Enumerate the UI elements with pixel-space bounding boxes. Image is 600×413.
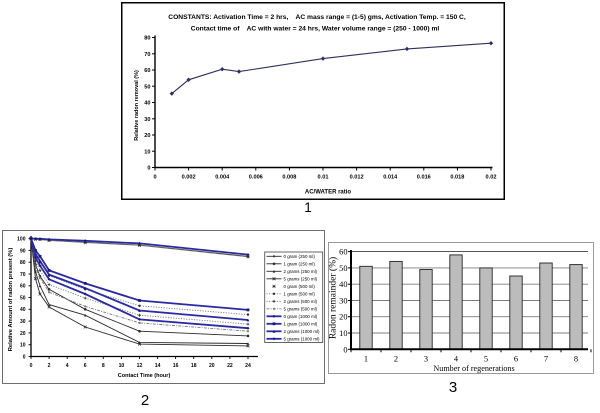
svg-text:3: 3 bbox=[424, 354, 428, 363]
svg-text:20: 20 bbox=[339, 313, 347, 322]
svg-text:0.004: 0.004 bbox=[215, 175, 230, 181]
svg-text:70: 70 bbox=[144, 52, 150, 58]
svg-text:90: 90 bbox=[20, 248, 26, 254]
svg-text:60: 60 bbox=[20, 284, 26, 290]
svg-text:1 gram (500 ml): 1 gram (500 ml) bbox=[284, 292, 316, 297]
svg-text:2 grams (1000 ml): 2 grams (1000 ml) bbox=[284, 329, 321, 334]
svg-text:5 grams (1000 ml): 5 grams (1000 ml) bbox=[284, 337, 321, 342]
svg-text:8: 8 bbox=[574, 354, 578, 363]
svg-text:0: 0 bbox=[343, 345, 347, 354]
svg-text:5: 5 bbox=[484, 354, 488, 363]
svg-text:AC/WATER ratio: AC/WATER ratio bbox=[305, 190, 352, 196]
svg-text:10: 10 bbox=[119, 363, 125, 369]
svg-text:50: 50 bbox=[144, 84, 150, 90]
svg-text:2: 2 bbox=[48, 363, 51, 369]
svg-text:4: 4 bbox=[454, 354, 459, 363]
svg-text:0.012: 0.012 bbox=[350, 175, 364, 181]
svg-text:60: 60 bbox=[339, 248, 347, 257]
svg-text:0.002: 0.002 bbox=[182, 175, 196, 181]
svg-text:0.018: 0.018 bbox=[450, 175, 464, 181]
svg-text:40: 40 bbox=[144, 101, 150, 107]
svg-text:5 grams (250 ml): 5 grams (250 ml) bbox=[284, 277, 318, 282]
svg-text:10: 10 bbox=[144, 149, 150, 155]
svg-text:22: 22 bbox=[227, 363, 233, 369]
svg-text:0: 0 bbox=[147, 166, 150, 172]
svg-text:2 grams (500 ml): 2 grams (500 ml) bbox=[284, 299, 318, 304]
svg-text:1 gram (250 ml): 1 gram (250 ml) bbox=[284, 262, 316, 267]
svg-text:6: 6 bbox=[514, 354, 518, 363]
svg-text:Radon remainder (%): Radon remainder (%) bbox=[328, 257, 339, 339]
svg-text:1: 1 bbox=[364, 354, 368, 363]
svg-text:50: 50 bbox=[339, 264, 347, 273]
svg-text:80: 80 bbox=[20, 260, 26, 266]
svg-text:CONSTANTS: Activation Time = 2: CONSTANTS: Activation Time = 2 hrs, AC m… bbox=[168, 14, 466, 21]
svg-text:6: 6 bbox=[84, 363, 87, 369]
svg-text:20: 20 bbox=[20, 331, 26, 337]
svg-text:1 gram (1000 ml): 1 gram (1000 ml) bbox=[284, 322, 318, 327]
svg-text:0 gram (250 ml): 0 gram (250 ml) bbox=[284, 254, 316, 259]
svg-text:100: 100 bbox=[17, 237, 26, 243]
svg-text:Relative radon removal (%): Relative radon removal (%) bbox=[134, 70, 140, 141]
svg-text:30: 30 bbox=[339, 297, 347, 306]
svg-text:24: 24 bbox=[245, 363, 251, 369]
svg-text:2 grams (250 ml): 2 grams (250 ml) bbox=[284, 269, 318, 274]
svg-text:0 gram (500 ml): 0 gram (500 ml) bbox=[284, 284, 316, 289]
svg-text:20: 20 bbox=[209, 363, 215, 369]
svg-text:40: 40 bbox=[20, 307, 26, 313]
svg-text:14: 14 bbox=[155, 363, 161, 369]
svg-text:0.014: 0.014 bbox=[383, 175, 398, 181]
svg-text:60: 60 bbox=[144, 68, 150, 74]
svg-text:Contact time of AC with wat: Contact time of AC with water = 24 hrs, … bbox=[191, 26, 440, 33]
svg-text:30: 30 bbox=[144, 117, 150, 123]
svg-text:20: 20 bbox=[144, 133, 150, 139]
svg-text:40: 40 bbox=[339, 280, 347, 289]
svg-text:0.006: 0.006 bbox=[249, 175, 263, 181]
svg-text:30: 30 bbox=[20, 319, 26, 325]
svg-text:8: 8 bbox=[102, 363, 105, 369]
svg-text:12: 12 bbox=[137, 363, 143, 369]
svg-text:18: 18 bbox=[191, 363, 197, 369]
svg-text:Contact Time (hour): Contact Time (hour) bbox=[118, 373, 171, 379]
svg-text:Relative Amount of radon prese: Relative Amount of radon present (%) bbox=[8, 248, 14, 352]
svg-text:0: 0 bbox=[23, 354, 26, 360]
svg-text:10: 10 bbox=[339, 329, 347, 338]
svg-text:0 gram (1000 ml): 0 gram (1000 ml) bbox=[284, 314, 318, 319]
svg-text:5 grams (500 ml): 5 grams (500 ml) bbox=[284, 307, 318, 312]
svg-text:0.016: 0.016 bbox=[417, 175, 431, 181]
svg-text:10: 10 bbox=[20, 343, 26, 349]
svg-text:70: 70 bbox=[20, 272, 26, 278]
svg-text:0.02: 0.02 bbox=[486, 175, 497, 181]
svg-text:0.008: 0.008 bbox=[282, 175, 296, 181]
svg-text:4: 4 bbox=[66, 363, 69, 369]
svg-text:80: 80 bbox=[144, 36, 150, 42]
svg-text:0.01: 0.01 bbox=[318, 175, 329, 181]
svg-text:2: 2 bbox=[394, 354, 398, 363]
svg-text:0: 0 bbox=[153, 175, 156, 181]
svg-text:0: 0 bbox=[30, 363, 33, 369]
svg-text:7: 7 bbox=[544, 354, 548, 363]
svg-text:16: 16 bbox=[173, 363, 179, 369]
svg-text:50: 50 bbox=[20, 296, 26, 302]
svg-text:Number of regenerations: Number of regenerations bbox=[433, 364, 514, 373]
